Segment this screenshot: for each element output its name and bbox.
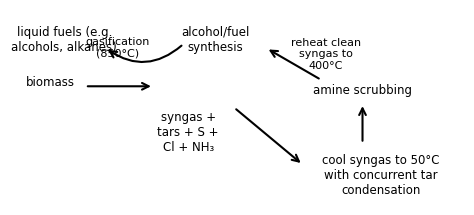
Text: amine scrubbing: amine scrubbing — [313, 84, 412, 97]
Text: cool syngas to 50°C
with concurrent tar
condensation: cool syngas to 50°C with concurrent tar … — [322, 154, 439, 197]
Text: biomass: biomass — [26, 75, 75, 89]
Text: syngas +
tars + S +
Cl + NH₃: syngas + tars + S + Cl + NH₃ — [157, 111, 219, 154]
Text: alcohol/fuel
synthesis: alcohol/fuel synthesis — [182, 26, 250, 54]
Text: reheat clean
syngas to
400°C: reheat clean syngas to 400°C — [291, 38, 361, 71]
Text: gasification
(850°C): gasification (850°C) — [85, 37, 149, 59]
Text: liquid fuels (e.g.
alcohols, alkanes): liquid fuels (e.g. alcohols, alkanes) — [11, 26, 117, 54]
